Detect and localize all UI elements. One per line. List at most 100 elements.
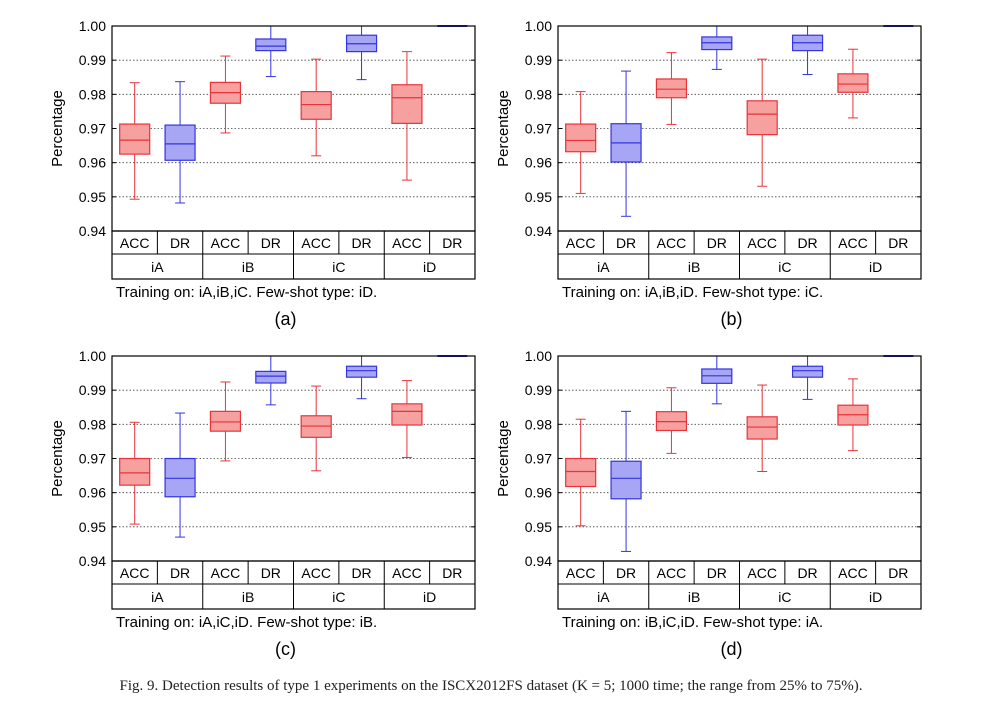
panel-label: (c) bbox=[275, 639, 296, 659]
box-iD-acc bbox=[391, 51, 423, 181]
series-label: ACC bbox=[211, 235, 241, 251]
panel-label: (b) bbox=[721, 309, 743, 329]
series-label: DR bbox=[797, 565, 817, 581]
series-label: ACC bbox=[747, 565, 777, 581]
box-iqr bbox=[255, 370, 287, 384]
y-tick-label: 0.98 bbox=[79, 416, 106, 432]
series-label: ACC bbox=[392, 565, 422, 581]
box-iqr bbox=[119, 123, 151, 155]
series-label: ACC bbox=[747, 235, 777, 251]
series-label: DR bbox=[707, 235, 727, 251]
group-label: iC bbox=[778, 259, 791, 275]
y-tick-label: 0.97 bbox=[79, 451, 106, 467]
box-iC-dr bbox=[345, 355, 378, 400]
series-label: DR bbox=[616, 565, 636, 581]
y-tick-label: 0.94 bbox=[525, 553, 552, 569]
panel-label: (a) bbox=[275, 309, 297, 329]
box-iqr bbox=[300, 90, 332, 120]
group-label: iA bbox=[151, 589, 164, 605]
series-label: DR bbox=[442, 235, 462, 251]
box-iD-acc bbox=[837, 378, 869, 452]
box-iC-acc bbox=[300, 385, 332, 472]
box-iqr bbox=[255, 38, 287, 52]
chart-panel-b: 0.94 0.95 0.96 0.97 0.98 0.99 1.00 Percentage AC… bbox=[495, 18, 922, 329]
box-iqr bbox=[565, 457, 597, 488]
box-iB-acc bbox=[655, 387, 688, 454]
box-iA-dr bbox=[164, 81, 196, 204]
box-iqr bbox=[837, 73, 869, 93]
box-iA-acc bbox=[565, 418, 597, 527]
series-label: ACC bbox=[120, 565, 150, 581]
y-tick-label: 0.99 bbox=[525, 52, 552, 68]
series-label: DR bbox=[797, 235, 817, 251]
box-iqr bbox=[791, 365, 824, 378]
y-tick-label: 0.98 bbox=[525, 416, 552, 432]
y-tick-label: 0.94 bbox=[79, 223, 106, 239]
series-label: ACC bbox=[566, 565, 596, 581]
panel-label: (d) bbox=[721, 639, 743, 659]
box-iC-dr bbox=[791, 25, 824, 76]
box-iD-acc bbox=[837, 48, 869, 119]
group-label: iA bbox=[597, 259, 610, 275]
box-iqr bbox=[345, 365, 378, 378]
series-label: ACC bbox=[301, 565, 331, 581]
y-tick-label: 0.97 bbox=[79, 121, 106, 137]
box-iA-dr bbox=[610, 70, 642, 217]
box-iB-dr bbox=[701, 355, 733, 405]
series-label: DR bbox=[351, 565, 371, 581]
y-tick-label: 0.98 bbox=[525, 86, 552, 102]
box-iA-dr bbox=[164, 412, 196, 538]
panel-subtitle: Training on: iA,iB,iD. Few-shot type: iC… bbox=[562, 284, 823, 301]
group-label: iC bbox=[778, 589, 791, 605]
group-label: iC bbox=[332, 259, 345, 275]
y-tick-label: 0.99 bbox=[79, 382, 106, 398]
group-label: iB bbox=[688, 259, 700, 275]
series-label: ACC bbox=[657, 235, 687, 251]
series-label: ACC bbox=[838, 565, 868, 581]
group-label: iC bbox=[332, 589, 345, 605]
series-label: ACC bbox=[566, 235, 596, 251]
box-iqr bbox=[391, 403, 423, 426]
box-iqr bbox=[746, 416, 778, 440]
box-iA-acc bbox=[119, 82, 151, 200]
series-label: ACC bbox=[392, 235, 422, 251]
box-iA-dr bbox=[610, 410, 642, 552]
box-iB-dr bbox=[701, 25, 733, 70]
box-iB-dr bbox=[255, 355, 287, 406]
box-iqr bbox=[746, 100, 778, 136]
series-label: DR bbox=[170, 235, 190, 251]
y-axis-label: Percentage bbox=[495, 420, 512, 497]
series-label: ACC bbox=[657, 565, 687, 581]
y-tick-label: 1.00 bbox=[79, 348, 106, 364]
y-tick-label: 0.95 bbox=[79, 519, 106, 535]
box-iqr bbox=[164, 124, 196, 161]
y-tick-label: 0.95 bbox=[525, 189, 552, 205]
y-tick-label: 0.99 bbox=[525, 382, 552, 398]
series-label: DR bbox=[170, 565, 190, 581]
y-tick-label: 0.94 bbox=[79, 553, 106, 569]
group-label: iD bbox=[869, 589, 882, 605]
y-tick-label: 0.96 bbox=[525, 155, 552, 171]
y-tick-label: 0.99 bbox=[79, 52, 106, 68]
series-label: ACC bbox=[301, 235, 331, 251]
box-iC-dr bbox=[345, 25, 378, 81]
group-label: iB bbox=[242, 259, 254, 275]
group-label: iD bbox=[423, 259, 436, 275]
series-label: DR bbox=[261, 565, 281, 581]
y-tick-label: 0.95 bbox=[79, 189, 106, 205]
series-label: DR bbox=[707, 565, 727, 581]
group-label: iD bbox=[423, 589, 436, 605]
y-axis-label: Percentage bbox=[495, 90, 512, 167]
y-tick-label: 0.97 bbox=[525, 451, 552, 467]
y-tick-label: 0.96 bbox=[79, 155, 106, 171]
box-iB-acc bbox=[209, 381, 242, 462]
box-iA-acc bbox=[565, 91, 597, 194]
y-tick-label: 0.95 bbox=[525, 519, 552, 535]
box-iqr bbox=[119, 457, 151, 486]
group-label: iA bbox=[151, 259, 164, 275]
y-tick-label: 0.97 bbox=[525, 121, 552, 137]
series-label: DR bbox=[261, 235, 281, 251]
y-tick-label: 1.00 bbox=[525, 18, 552, 34]
box-iA-acc bbox=[119, 421, 151, 525]
chart-panel-a: 0.94 0.95 0.96 0.97 0.98 0.99 1.00 Percentage AC… bbox=[49, 18, 476, 329]
